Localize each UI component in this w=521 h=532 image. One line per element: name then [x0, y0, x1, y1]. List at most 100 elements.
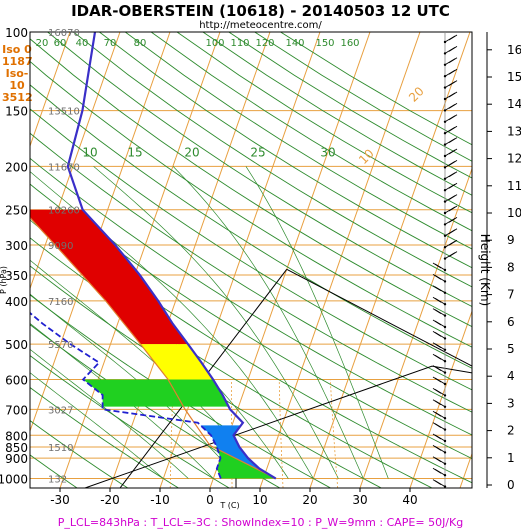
x-tick-label: 10: [252, 493, 267, 507]
isotherm-line: [409, 309, 472, 488]
pressure-tick-label: 150: [5, 105, 28, 119]
dry-adiabat-line: [202, 32, 472, 196]
geopotential-label: 132: [48, 475, 67, 486]
wind-barbs: [432, 32, 458, 488]
wind-barb: [448, 205, 458, 212]
isotherm-line: [59, 32, 221, 488]
dry-adiabat-line: [99, 32, 472, 269]
wind-barb: [432, 388, 442, 394]
geopotential-label: 1510: [48, 443, 73, 454]
pressure-tick-label: 300: [5, 239, 28, 253]
geopotential-label: 13510: [48, 107, 80, 118]
pressure-tick-label: 700: [5, 403, 28, 417]
mixing-ratio-label: 10: [82, 145, 97, 159]
x-tick-label: 30: [352, 493, 367, 507]
pressure-tick-label: 1000: [0, 473, 28, 487]
chart-areas: [30, 209, 276, 479]
wind-barb: [432, 479, 442, 485]
chart-title: IDAR-OBERSTEIN (10618) - 20140503 12 UTC: [71, 2, 450, 20]
wind-barb: [432, 285, 442, 292]
dry-adiabat-line: [30, 294, 331, 488]
pressure-tick-label: 500: [5, 338, 28, 352]
wind-barb: [448, 68, 458, 75]
pressure-tick-label: 900: [5, 452, 28, 466]
wind-barb: [432, 331, 442, 337]
height-tick-label: 15: [507, 70, 521, 84]
parcel-line: [30, 216, 277, 480]
wind-barb: [448, 34, 458, 41]
moist-adiabat-line: [93, 166, 339, 479]
wind-barb: [432, 296, 442, 303]
dry-adiabat-label: 70: [104, 38, 117, 49]
isotherm-line: [209, 32, 371, 488]
temperature-line: [66, 32, 277, 480]
dry-adiabat-label: 160: [340, 38, 359, 49]
wind-barb: [432, 342, 442, 349]
wind-barb: [448, 148, 458, 155]
height-tick-label: 9: [507, 233, 515, 247]
pressure-tick-label: 800: [5, 429, 28, 443]
wind-barb: [432, 319, 442, 326]
height-tick-label: 2: [507, 424, 515, 438]
pressure-tick-label: 350: [5, 269, 28, 283]
geopotential-label: 9090: [48, 241, 73, 252]
dry-adiabat-line: [73, 32, 472, 288]
height-tick-label: 3: [507, 396, 515, 410]
wind-barb: [448, 228, 458, 235]
height-axis-label: Height (Km): [478, 234, 492, 306]
geopotential-label: 16070: [48, 28, 80, 39]
dry-adiabat-label: 80: [134, 38, 147, 49]
wind-barb: [432, 365, 442, 371]
iso0-label: Iso 0: [2, 43, 32, 56]
iso10-label: Iso-10: [5, 67, 29, 92]
wind-barb: [448, 194, 458, 200]
mixing-ratio-line: [329, 379, 339, 488]
wind-barb: [448, 46, 458, 52]
pressure-tick-label: 850: [5, 441, 28, 455]
chart-lines: [30, 32, 277, 480]
cape-area: [30, 209, 188, 345]
reference-line: [84, 365, 472, 488]
cin-area: [200, 425, 263, 471]
dry-adiabat-label: 150: [315, 38, 334, 49]
isotherm-line: [109, 32, 271, 488]
isotherm-label: 20: [406, 84, 427, 105]
mixing-ratio-label: 20: [184, 145, 199, 159]
dry-adiabat-line: [30, 265, 382, 488]
x-tick-label: -30: [50, 493, 70, 507]
freezing-level-box: Iso 0 1187 Iso-10 3512: [2, 43, 33, 104]
pressure-tick-label: 600: [5, 373, 28, 387]
height-tick-label: 7: [507, 288, 515, 302]
wind-barb: [448, 91, 458, 98]
height-tick-label: 1: [507, 451, 515, 465]
dry-adiabat-label: 120: [255, 38, 274, 49]
dry-adiabat-line: [30, 237, 433, 488]
wind-barb: [432, 467, 442, 474]
mixing-ratio-label: 25: [250, 145, 265, 159]
wind-barb: [432, 456, 442, 463]
height-tick-label: 4: [507, 369, 515, 383]
wind-barb: [448, 239, 458, 246]
x-tick-label: 40: [402, 493, 417, 507]
y-axis-label: P (hPa): [0, 266, 8, 294]
height-tick-label: 5: [507, 342, 515, 356]
isotherm-line: [359, 167, 472, 488]
dry-adiabat-label: 40: [76, 38, 89, 49]
geopotential-label: 7160: [48, 297, 73, 308]
wind-barb: [432, 308, 442, 314]
dry-adiabat-label: 100: [205, 38, 224, 49]
pressure-tick-label: 250: [5, 204, 28, 218]
dry-adiabat-label: 110: [230, 38, 249, 49]
x-tick-label: -20: [100, 493, 120, 507]
wind-barb: [432, 433, 442, 440]
wind-barb: [432, 262, 442, 269]
height-tick-label: 11: [507, 179, 521, 193]
isotherm-line: [30, 32, 71, 148]
height-tick-label: 0: [507, 478, 515, 492]
dry-adiabat-line: [30, 132, 472, 413]
wind-barb: [448, 114, 458, 121]
moist-adiabat-line: [30, 348, 189, 479]
height-tick-label: 12: [507, 152, 521, 166]
mixing-ratio-line: [230, 379, 233, 488]
height-tick-label: 8: [507, 260, 515, 274]
